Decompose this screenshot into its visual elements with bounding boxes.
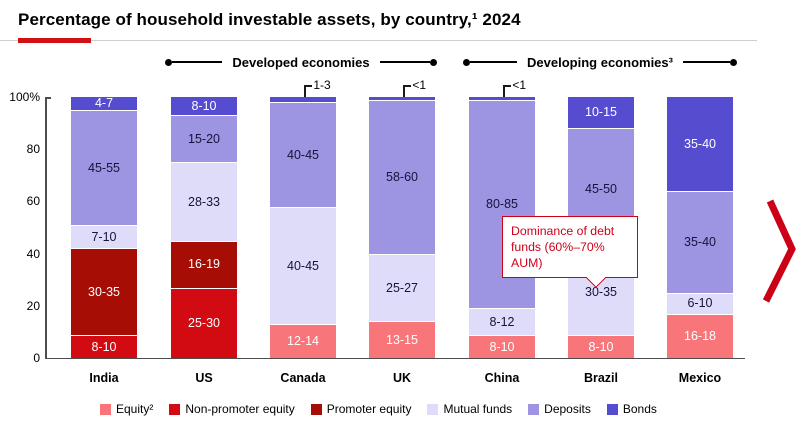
segment-us-deposits: 15-20 bbox=[171, 115, 237, 163]
segment-us-bonds: 8-10 bbox=[171, 97, 237, 116]
country-label-us: US bbox=[195, 371, 213, 385]
segment-mexico-equity-: 16-18 bbox=[667, 313, 733, 358]
legend-label: Promoter equity bbox=[326, 402, 412, 416]
legend-swatch bbox=[100, 403, 111, 415]
callout-flag: 1-3 bbox=[304, 78, 331, 97]
bracket-dot bbox=[730, 58, 738, 66]
title-accent-bar bbox=[18, 38, 91, 43]
segment-china-equity-: 8-10 bbox=[469, 334, 535, 358]
bar-canada: 12-14 40-45 40-45 1-3 bbox=[270, 78, 336, 358]
segment-uk-deposits: 58-60 bbox=[369, 99, 435, 254]
country-label-china: China bbox=[484, 371, 520, 385]
callout-label: 1-3 bbox=[313, 78, 331, 92]
country-label-mexico: Mexico bbox=[678, 371, 722, 385]
segment-uk-bonds bbox=[369, 97, 435, 100]
segment-canada-deposits: 40-45 bbox=[270, 102, 336, 207]
y-axis bbox=[45, 97, 47, 358]
bracket-line bbox=[470, 61, 518, 63]
callout-label: <1 bbox=[412, 78, 426, 92]
legend-swatch bbox=[528, 403, 540, 415]
segment-brazil-bonds: 10-15 bbox=[568, 97, 634, 129]
legend-item-promoter-equity: Promoter equity bbox=[310, 402, 412, 416]
segment-us-mutual-funds: 28-33 bbox=[171, 162, 237, 241]
bracket-dot bbox=[165, 58, 172, 66]
country-label-india: India bbox=[89, 371, 119, 385]
segment-canada-mutual-funds: 40-45 bbox=[270, 206, 336, 325]
bar-india: 8-10 30-35 7-10 45-55 4-7 bbox=[71, 97, 137, 358]
legend-label: Bonds bbox=[622, 402, 657, 416]
bracket-line bbox=[379, 61, 430, 63]
segment-china-bonds bbox=[469, 97, 535, 100]
y-tick-label: 40 bbox=[26, 246, 40, 261]
y-tick-label: 20 bbox=[26, 298, 40, 313]
legend-swatch bbox=[606, 403, 618, 415]
annotation-callout: Dominance of debt funds (60%–70% AUM) bbox=[502, 216, 638, 288]
bracket-dot bbox=[463, 58, 470, 66]
country-label-brazil: Brazil bbox=[583, 371, 619, 385]
country-label-canada: Canada bbox=[280, 371, 326, 385]
y-tick-label: 0 bbox=[33, 351, 40, 365]
segment-brazil-equity-: 8-10 bbox=[568, 334, 634, 358]
legend-label: Non-promoter equity bbox=[185, 402, 295, 416]
legend-label: Mutual funds bbox=[443, 402, 513, 416]
segment-india-promoter-equity: 30-35 bbox=[71, 248, 137, 335]
segment-us-promoter-equity: 16-19 bbox=[171, 240, 237, 288]
callout-label: <1 bbox=[512, 78, 526, 92]
segment-india-non-promoter-equity: 8-10 bbox=[71, 334, 137, 358]
bar-uk: 13-15 25-27 58-60 <1 bbox=[369, 78, 435, 358]
segment-mexico-mutual-funds: 6-10 bbox=[667, 292, 733, 314]
group-header-label: Developed economies bbox=[232, 54, 370, 70]
callout-flag: <1 bbox=[503, 78, 526, 97]
legend-item-non-promoter-equity: Non-promoter equity bbox=[169, 402, 295, 416]
segment-canada-bonds bbox=[270, 97, 336, 103]
bar-mexico: 16-18 6-10 35-40 35-40 bbox=[667, 97, 733, 358]
legend-label: Deposits bbox=[544, 402, 591, 416]
callout-flag: <1 bbox=[403, 78, 426, 97]
group-header-developing: Developing economies³ bbox=[463, 54, 738, 70]
segment-mexico-deposits: 35-40 bbox=[667, 190, 733, 293]
bar-us: 25-30 16-19 28-33 15-20 8-10 bbox=[171, 97, 237, 358]
group-header-label: Developing economies³ bbox=[527, 54, 673, 70]
segment-uk-equity-: 13-15 bbox=[369, 321, 435, 358]
legend-label: Equity² bbox=[116, 402, 154, 416]
legend-item-bonds: Bonds bbox=[606, 402, 657, 416]
annotation-text: Dominance of debt funds (60%–70% AUM) bbox=[511, 224, 615, 270]
segment-us-non-promoter-equity: 25-30 bbox=[171, 287, 237, 358]
segment-mexico-bonds: 35-40 bbox=[667, 97, 733, 191]
legend-item-equity-: Equity² bbox=[100, 402, 153, 416]
legend-item-mutual-funds: Mutual funds bbox=[427, 402, 512, 416]
page-title: Percentage of household investable asset… bbox=[18, 10, 521, 29]
segment-canada-equity-: 12-14 bbox=[270, 324, 336, 358]
legend-swatch bbox=[310, 403, 322, 415]
group-header-developed: Developed economies bbox=[165, 54, 437, 70]
country-label-uk: UK bbox=[392, 371, 412, 385]
chart-legend: Equity² Non-promoter equity Promoter equit… bbox=[100, 402, 657, 416]
segment-india-bonds: 4-7 bbox=[71, 97, 137, 111]
segment-india-mutual-funds: 7-10 bbox=[71, 224, 137, 249]
y-tick-label: 80 bbox=[26, 142, 40, 157]
legend-swatch bbox=[169, 403, 181, 415]
next-chevron-icon bbox=[762, 199, 796, 303]
title-divider bbox=[0, 40, 757, 41]
y-tick-label: 60 bbox=[26, 194, 40, 209]
legend-swatch bbox=[427, 403, 439, 415]
segment-china-mutual-funds: 8-12 bbox=[469, 308, 535, 335]
bracket-line bbox=[172, 61, 223, 63]
legend-item-deposits: Deposits bbox=[528, 402, 591, 416]
segment-uk-mutual-funds: 25-27 bbox=[369, 253, 435, 322]
bracket-dot bbox=[430, 58, 437, 66]
bracket-line bbox=[682, 61, 731, 63]
segment-india-deposits: 45-55 bbox=[71, 110, 137, 225]
y-tick-label: 100% bbox=[9, 90, 40, 104]
x-axis bbox=[45, 357, 745, 359]
y-axis-tick bbox=[45, 97, 51, 99]
